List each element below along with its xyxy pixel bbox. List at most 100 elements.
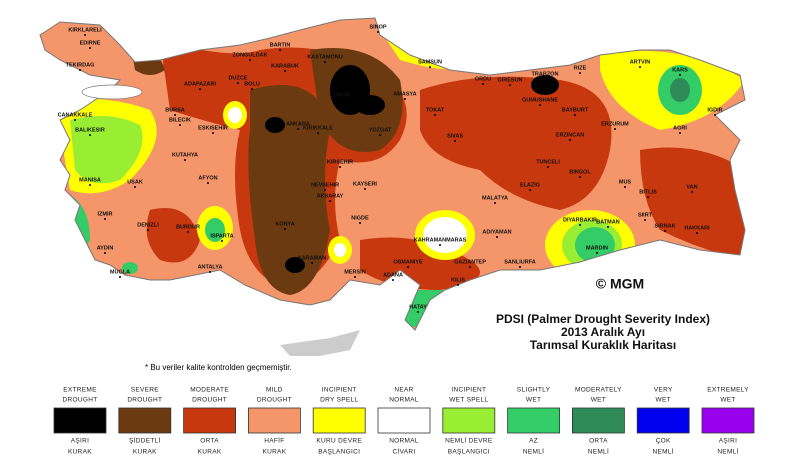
legend-label: DROUGHT — [127, 397, 162, 404]
city-dot — [199, 88, 201, 90]
city-label: USAK — [127, 179, 143, 185]
legend-swatch — [572, 407, 625, 434]
legend-label: BAŞLANGICI — [318, 449, 360, 456]
city-dot — [494, 202, 496, 204]
legend-swatch — [247, 407, 301, 434]
legend-label: SEVERE — [131, 387, 160, 394]
city-label: KASTAMONU — [307, 54, 342, 60]
city-label: ADANA — [383, 272, 403, 278]
marmara-sea — [81, 84, 143, 100]
city-label: BARTIN — [270, 42, 291, 48]
city-label: NIGDE — [351, 215, 369, 221]
city-dot — [379, 134, 381, 136]
city-label: ADAPAZARI — [184, 81, 216, 87]
city-dot — [429, 66, 431, 68]
legend-label: KURAK — [198, 449, 222, 456]
legend-label: AŞIRI — [719, 438, 737, 445]
city-dot — [184, 159, 186, 161]
title-line: 2013 Aralık Ayı — [561, 325, 645, 339]
city-dot — [482, 83, 484, 85]
city-dot — [317, 132, 319, 134]
city-dot — [174, 114, 176, 116]
city-dot — [417, 311, 419, 313]
city-label: KAYSERI — [353, 181, 377, 187]
city-dot — [79, 69, 81, 71]
title-line: Tarımsal Kuraklık Haritası — [530, 338, 677, 352]
city-dot — [579, 224, 581, 226]
city-dot — [324, 189, 326, 191]
city-dot — [714, 114, 716, 116]
city-dot — [377, 31, 379, 33]
city-label: ARTVIN — [630, 59, 651, 65]
city-dot — [324, 61, 326, 63]
city-label: TOKAT — [426, 107, 445, 113]
legend-swatch — [442, 407, 496, 434]
city-label: SAMSUN — [418, 59, 442, 65]
city-dot — [644, 219, 646, 221]
legend-label: NEMLİ DEVRE — [445, 436, 493, 445]
city-label: ANKARA — [286, 121, 310, 127]
city-label: MANISA — [79, 177, 101, 183]
city-label: SINOP — [369, 24, 386, 30]
city-dot — [207, 182, 209, 184]
city-label: MUGLA — [110, 269, 130, 275]
city-label: BALIKESIR — [75, 127, 105, 133]
city-dot — [209, 271, 211, 273]
city-dot — [221, 240, 223, 242]
city-dot — [297, 128, 299, 130]
legend-label: WET — [656, 397, 671, 404]
city-label: BILECIK — [169, 117, 191, 123]
legend-label: MODERATE — [190, 387, 229, 394]
city-dot — [509, 84, 511, 86]
city-label: KARS — [672, 67, 688, 73]
city-label: ORDU — [475, 76, 491, 82]
city-label: BATMAN — [596, 219, 619, 225]
legend-label: KURAK — [133, 449, 157, 456]
city-dot — [547, 166, 549, 168]
legend-label: KURAK — [262, 449, 286, 456]
city-label: KUTAHYA — [172, 152, 198, 158]
city-label: TRABZON — [532, 71, 559, 77]
city-dot — [187, 231, 189, 233]
city-label: MARDIN — [586, 245, 608, 251]
legend-label: KURAK — [68, 449, 92, 456]
legend-swatch — [312, 407, 366, 434]
city-dot — [359, 222, 361, 224]
title-line: PDSI (Palmer Drought Severity Index) — [496, 312, 710, 326]
city-dot — [574, 114, 576, 116]
city-label: EDIRNE — [80, 40, 101, 46]
legend-label: AZ — [529, 438, 538, 445]
city-dot — [407, 266, 409, 268]
legend-swatch — [701, 407, 755, 434]
city-dot — [639, 66, 641, 68]
legend-swatch — [507, 407, 561, 434]
city-label: SANLIURFA — [504, 259, 536, 265]
city-dot — [579, 72, 581, 74]
legend-label: NORMAL — [389, 438, 419, 445]
city-label: NEVSEHIR — [311, 182, 339, 188]
city-label: SIRNAK — [654, 223, 675, 229]
city-label: AGRI — [673, 125, 687, 131]
legend-label: EXTREME — [63, 387, 97, 394]
city-label: KILIS — [451, 277, 465, 283]
copyright: © MGM — [596, 276, 644, 292]
city-label: AMASYA — [393, 91, 416, 97]
city-label: ERZURUM — [601, 121, 629, 127]
city-dot — [696, 232, 698, 234]
legend-swatch — [183, 407, 237, 434]
city-labels: KIRKLARELI EDIRNE TEKIRDAG SINOP BARTINZONGU… — [58, 24, 723, 313]
city-label: BOLU — [244, 81, 260, 87]
city-label: SIVAS — [447, 133, 463, 139]
legend-label: MILD — [266, 387, 283, 394]
city-label: GIRESUN — [497, 77, 522, 83]
city-dot — [279, 49, 281, 51]
city-dot — [607, 226, 609, 228]
city-dot — [179, 124, 181, 126]
cyprus — [280, 330, 360, 356]
legend-label: WET — [526, 397, 541, 404]
city-label: YOZGAT — [369, 127, 392, 133]
city-dot — [679, 132, 681, 134]
city-label: OSMANIYE — [393, 259, 423, 265]
city-dot — [89, 184, 91, 186]
city-dot — [679, 74, 681, 76]
